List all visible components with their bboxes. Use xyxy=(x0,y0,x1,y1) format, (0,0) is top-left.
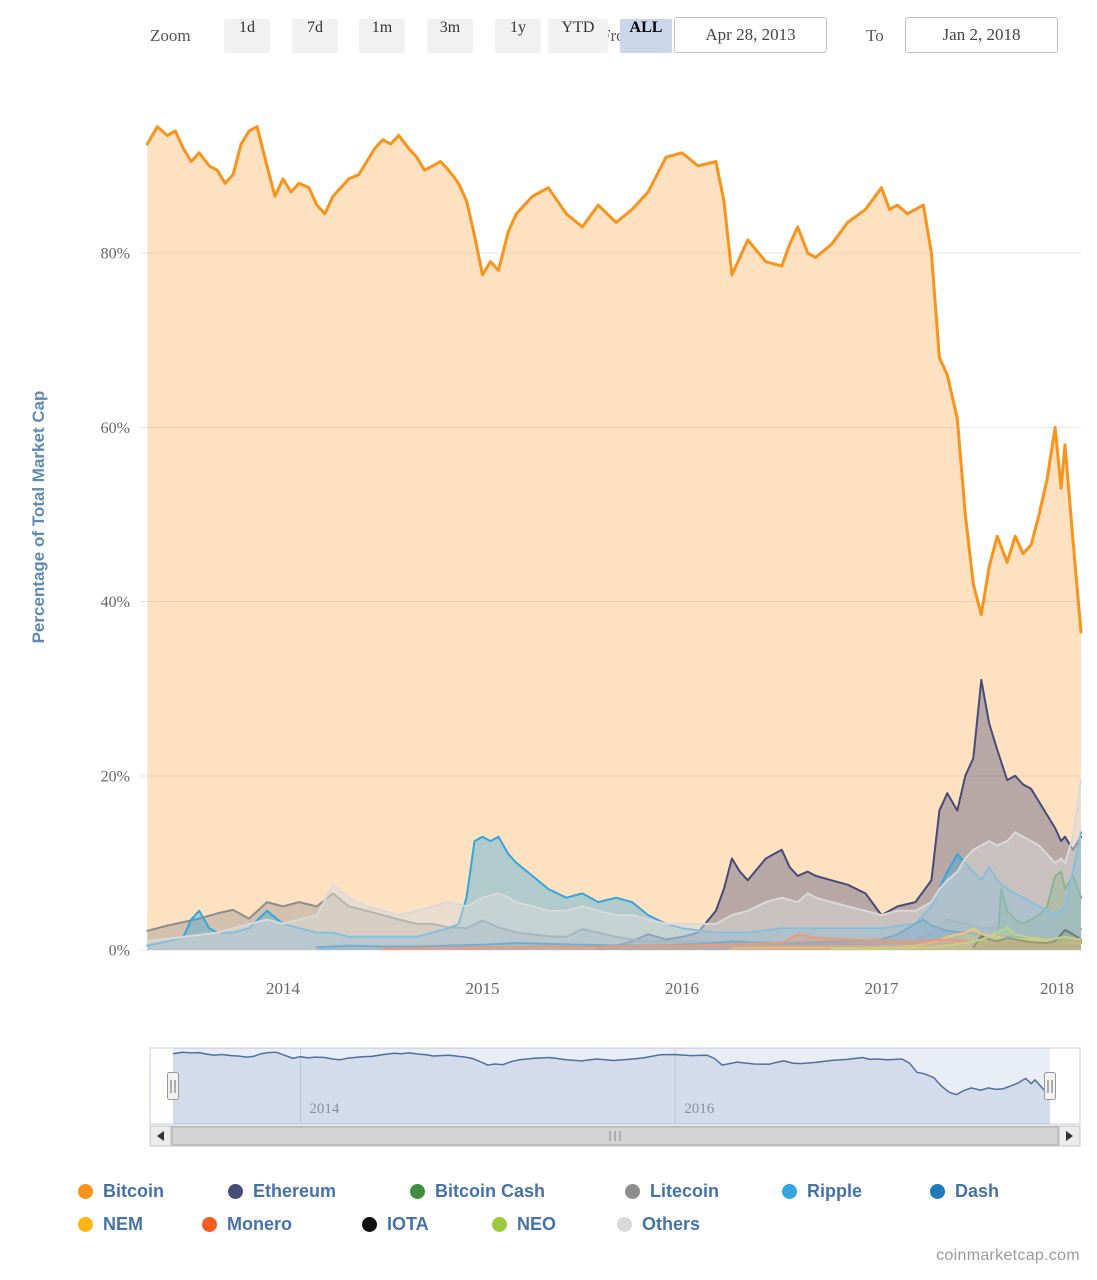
legend-label: NEM xyxy=(103,1213,143,1234)
series-line-others xyxy=(146,779,1082,943)
y-axis-title: Percentage of Total Market Cap xyxy=(29,391,48,644)
series-line-ethereum xyxy=(597,678,1082,950)
x-axis-label: 2017 xyxy=(865,979,900,998)
zoom-button-1d[interactable]: 1d xyxy=(224,19,270,53)
legend-label: Ripple xyxy=(807,1180,863,1201)
legend-marker-dash xyxy=(930,1183,945,1199)
legend-item-ripple[interactable]: Ripple xyxy=(782,1178,862,1204)
legend-label: Others xyxy=(642,1213,701,1234)
plot-series xyxy=(145,125,1083,951)
y-axis-label: 40% xyxy=(101,594,130,611)
zoom-button-ytd[interactable]: YTD xyxy=(548,19,608,53)
legend-item-others[interactable]: Others xyxy=(617,1211,700,1237)
legend-label: Bitcoin xyxy=(103,1180,164,1201)
legend-item-bitcoin[interactable]: Bitcoin xyxy=(78,1178,164,1204)
x-axis-label: 2016 xyxy=(665,979,699,998)
series-line-bitcoin xyxy=(145,125,1083,634)
scrollbar xyxy=(149,1125,1081,1147)
legend-label: Monero xyxy=(227,1213,292,1234)
y-axis-label: 60% xyxy=(101,420,130,437)
from-date-input[interactable] xyxy=(674,17,827,53)
navigator-selected-range[interactable] xyxy=(173,1048,1050,1124)
x-axis-label: 2018 xyxy=(1040,979,1074,998)
legend-marker-bitcoin-cash xyxy=(410,1183,425,1199)
navigator-year-label: 2014 xyxy=(309,1101,340,1117)
watermark: coinmarketcap.com xyxy=(936,1247,1080,1264)
legend-marker-nem xyxy=(78,1216,93,1232)
navigator-area xyxy=(173,1052,1050,1124)
series-fill-others xyxy=(147,780,1082,950)
plot-axes: 0% 20% 40% 60% 80% 2014 2015 2016 2017 2018 Percen… xyxy=(29,246,1074,999)
legend-marker-others xyxy=(617,1216,632,1232)
legend-marker-ethereum xyxy=(228,1183,243,1199)
scroll-left-icon xyxy=(157,1131,164,1141)
navigator-line xyxy=(172,1051,1051,1097)
legend-label: NEO xyxy=(517,1213,557,1234)
zoom-button-1m[interactable]: 1m xyxy=(359,19,405,53)
scroll-right-icon xyxy=(1066,1131,1073,1141)
legend-marker-bitcoin xyxy=(78,1183,93,1199)
x-axis-label: 2014 xyxy=(266,979,301,998)
legend-item-monero[interactable]: Monero xyxy=(202,1211,292,1237)
legend-label: Dash xyxy=(955,1180,1000,1201)
y-axis-label: 80% xyxy=(101,246,130,263)
legend-marker-litecoin xyxy=(625,1183,640,1199)
legend-marker-iota xyxy=(362,1216,377,1232)
legend-item-bitcoin-cash[interactable]: Bitcoin Cash xyxy=(410,1178,545,1204)
series-fill-bitcoin xyxy=(147,126,1082,950)
zoom-button-all[interactable]: ALL xyxy=(620,19,672,53)
to-label: To xyxy=(866,26,884,45)
zoom-button-3m[interactable]: 3m xyxy=(427,19,473,53)
navigator-handle-left[interactable] xyxy=(167,1072,179,1100)
legend-item-ethereum[interactable]: Ethereum xyxy=(228,1178,336,1204)
legend-marker-monero xyxy=(202,1216,217,1232)
legend: Bitcoin Ethereum Bitcoin Cash Litecoin Rippl… xyxy=(0,1178,1097,1248)
legend-item-neo[interactable]: NEO xyxy=(492,1211,556,1237)
legend-marker-neo xyxy=(492,1216,507,1232)
legend-label: Bitcoin Cash xyxy=(435,1180,546,1201)
legend-label: IOTA xyxy=(387,1213,429,1234)
zoom-button-1y[interactable]: 1y xyxy=(495,19,541,53)
legend-item-iota[interactable]: IOTA xyxy=(362,1211,429,1237)
legend-label: Ethereum xyxy=(253,1180,337,1201)
x-axis-label: 2015 xyxy=(466,979,500,998)
scrollbar-right-button[interactable] xyxy=(1058,1125,1081,1147)
scrollbar-left-button[interactable] xyxy=(149,1125,172,1147)
zoom-button-7d[interactable]: 7d xyxy=(292,19,338,53)
navigator-year-label: 2016 xyxy=(684,1101,715,1117)
navigator: 2014 2016 xyxy=(149,1047,1081,1125)
y-axis-label: 0% xyxy=(109,943,130,960)
legend-label: Litecoin xyxy=(650,1180,720,1201)
zoom-label: Zoom xyxy=(150,26,191,45)
legend-item-nem[interactable]: NEM xyxy=(78,1211,143,1237)
legend-marker-ripple xyxy=(782,1183,797,1199)
y-axis-label: 20% xyxy=(101,768,130,785)
legend-item-dash[interactable]: Dash xyxy=(930,1178,999,1204)
to-date-input[interactable] xyxy=(905,17,1058,53)
navigator-handle-right[interactable] xyxy=(1044,1072,1056,1100)
plot-grid xyxy=(140,252,1081,951)
legend-item-litecoin[interactable]: Litecoin xyxy=(625,1178,719,1204)
